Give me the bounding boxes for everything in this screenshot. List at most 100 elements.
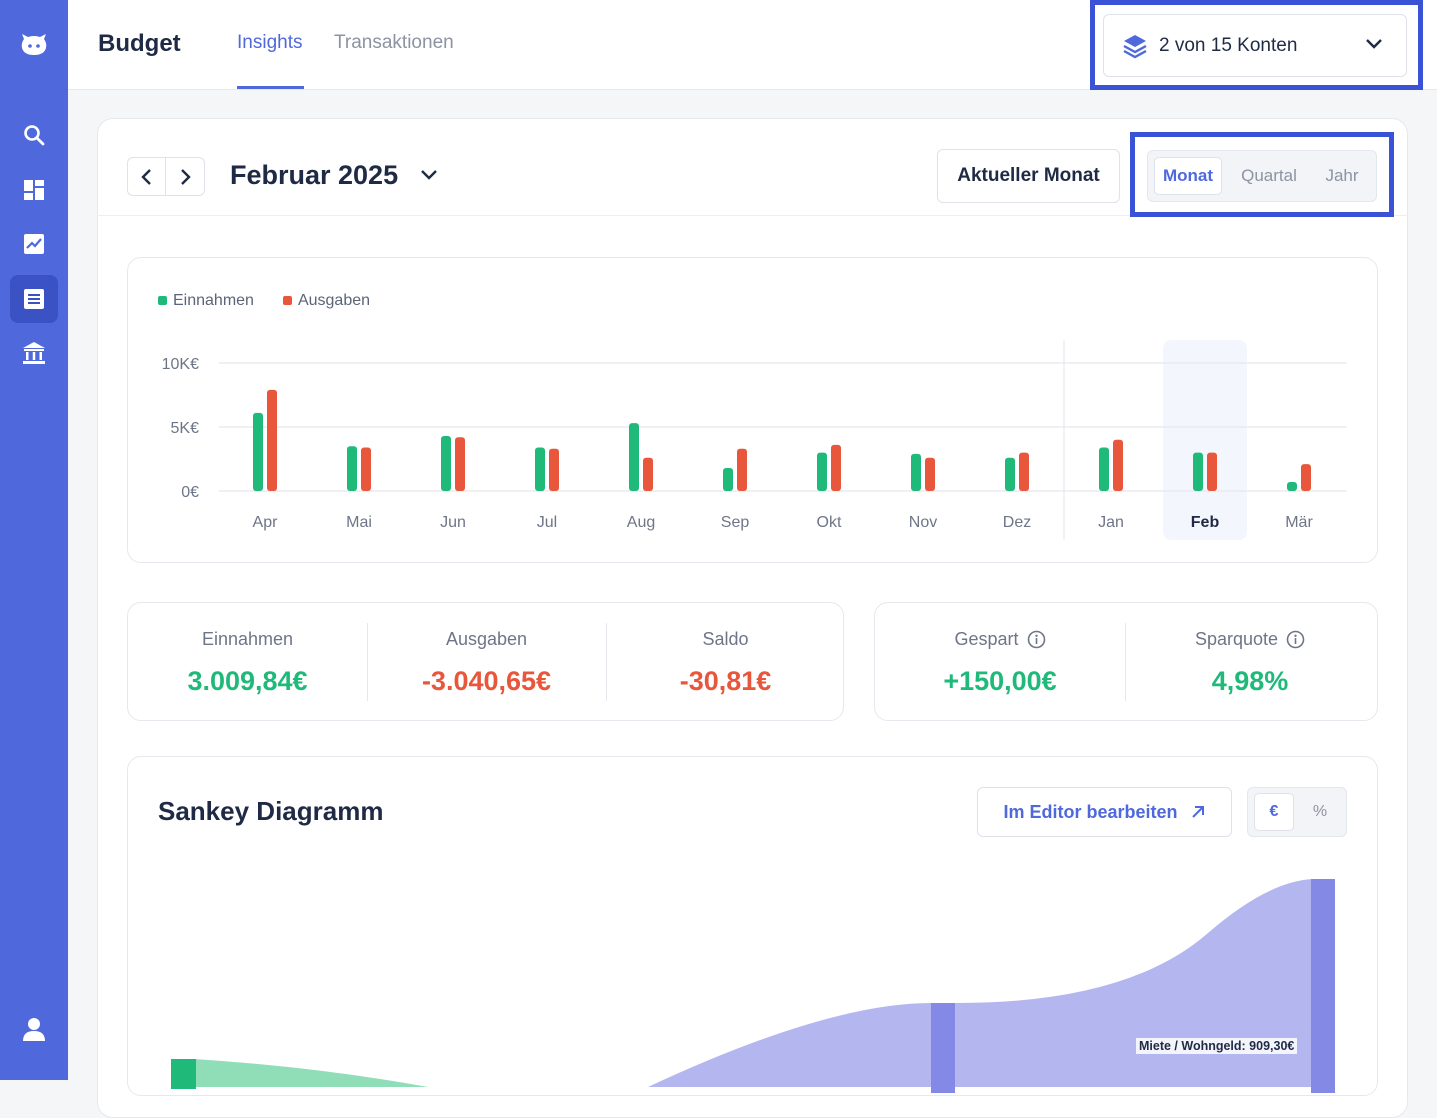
bar-chart: 10K€ 5K€ 0€ Apr Mai Jun Jul Aug Sep Okt Nov Dez Jan F…: [162, 340, 1347, 540]
stat-value: -30,81€: [679, 666, 772, 696]
x-tick-label: Feb: [1191, 514, 1220, 531]
divider: [1125, 623, 1126, 701]
sankey-node-miete: [1311, 879, 1335, 1093]
search-icon[interactable]: [10, 111, 58, 159]
granularity-toggle: Monat Quartal Jahr: [1147, 150, 1377, 202]
bar-einnahmen-jul: [535, 447, 545, 491]
stat-label: Einnahmen: [201, 629, 294, 649]
summary-card: Einnahmen 3.009,84€ Ausgaben -3.040,65€ …: [127, 602, 844, 721]
stat-value: -3.040,65€: [421, 666, 552, 696]
chevron-left-icon: [140, 168, 151, 185]
accounts-selector-label: 2 von 15 Konten: [1159, 35, 1298, 56]
divider: [606, 623, 607, 701]
stat-einnahmen: Einnahmen 3.009,84€: [128, 603, 367, 720]
sankey-card: [127, 756, 1378, 1096]
bar-einnahmen-sep: [723, 467, 733, 491]
chart-icon[interactable]: [10, 220, 58, 268]
bar-ausgaben-okt: [831, 444, 841, 491]
savings-card: Gespart +150,00€ Sparquote 4,98%: [874, 602, 1378, 721]
y-tick-label: 0€: [181, 484, 199, 501]
x-tick-label: Mär: [1285, 514, 1313, 531]
bar-einnahmen-okt: [817, 452, 827, 491]
dashboard-icon[interactable]: [10, 166, 58, 214]
x-tick-label: Jul: [537, 514, 557, 531]
x-tick-label: Aug: [627, 514, 655, 531]
bar-ausgaben-aug: [643, 457, 653, 491]
x-tick-label: Okt: [817, 514, 842, 531]
bar-ausgaben-dez: [1019, 452, 1029, 491]
stat-label: Gespart: [954, 629, 1019, 649]
bar-ausgaben-jun: [455, 437, 465, 491]
x-tick-label: Nov: [909, 514, 937, 531]
divider: [367, 623, 368, 701]
bar-ausgaben-mai: [361, 447, 371, 491]
bar-einnahmen-jan: [1099, 447, 1109, 491]
unit-euro[interactable]: €: [1254, 793, 1294, 831]
bar-ausgaben-jul: [549, 448, 559, 491]
current-month-button[interactable]: Aktueller Monat: [937, 149, 1120, 203]
bar-einnahmen-aug: [629, 423, 639, 491]
stat-value: 4,98%: [1211, 666, 1289, 696]
legend-item-ausgaben: Ausgaben: [282, 292, 371, 310]
bar-einnahmen-dez: [1005, 457, 1015, 491]
arrow-up-right-icon: [1191, 806, 1204, 818]
stat-ausgaben: Ausgaben -3.040,65€: [367, 603, 606, 720]
sidebar: [0, 0, 68, 1080]
edit-in-editor-label: Im Editor bearbeiten: [1003, 801, 1178, 822]
granularity-quartal[interactable]: Quartal: [1241, 166, 1297, 185]
edit-in-editor-button[interactable]: Im Editor bearbeiten: [977, 787, 1232, 837]
bar-ausgaben-feb: [1207, 452, 1217, 491]
budget-icon[interactable]: [10, 275, 58, 323]
legend-item-einnahmen: Einnahmen: [158, 292, 254, 310]
info-icon[interactable]: [1027, 630, 1046, 649]
granularity-monat[interactable]: Monat: [1154, 157, 1222, 195]
bar-ausgaben-apr: [267, 389, 277, 491]
previous-period-button[interactable]: [128, 158, 167, 195]
chevron-right-icon: [181, 168, 191, 185]
stat-gespart: Gespart +150,00€: [875, 603, 1125, 720]
bar-einnahmen-feb: [1193, 452, 1203, 491]
granularity-jahr[interactable]: Jahr: [1325, 166, 1359, 185]
selected-month-highlight: [1163, 340, 1247, 540]
stat-saldo: Saldo -30,81€: [606, 603, 845, 720]
chevron-down-icon: [1364, 37, 1384, 56]
x-tick-label: Sep: [721, 514, 750, 531]
bar-einnahmen-mär: [1287, 482, 1297, 491]
unit-percent[interactable]: %: [1312, 803, 1328, 820]
sankey-node-income: [171, 1059, 196, 1089]
x-tick-label: Dez: [1003, 514, 1031, 531]
accounts-selector[interactable]: 2 von 15 Konten: [1103, 14, 1407, 77]
page-title: Budget: [98, 30, 181, 57]
next-period-button[interactable]: [166, 158, 204, 195]
stat-label: Saldo: [702, 629, 749, 649]
x-tick-label: Mai: [346, 514, 372, 531]
stat-sparquote: Sparquote 4,98%: [1125, 603, 1375, 720]
info-icon[interactable]: [1286, 630, 1305, 649]
bank-icon[interactable]: [10, 329, 58, 377]
bar-ausgaben-nov: [925, 457, 935, 491]
period-title[interactable]: Februar 2025: [230, 160, 399, 190]
sankey-title: Sankey Diagramm: [158, 796, 384, 826]
sankey-flow-income: [194, 1059, 428, 1087]
bar-ausgaben-mär: [1301, 464, 1311, 491]
tab-insights[interactable]: Insights: [237, 32, 303, 53]
y-tick-label: 10K€: [162, 356, 199, 373]
x-tick-label: Jun: [440, 514, 466, 531]
bar-ausgaben-jan: [1113, 439, 1123, 491]
unit-toggle: € %: [1247, 787, 1347, 837]
sankey-flow-label: Miete / Wohngeld: 909,30€: [1136, 1038, 1298, 1054]
tab-transaktionen[interactable]: Transaktionen: [334, 32, 454, 53]
logo-icon[interactable]: [10, 21, 58, 69]
bar-einnahmen-nov: [911, 453, 921, 491]
active-tab-indicator: [237, 86, 304, 89]
user-icon[interactable]: [10, 1005, 58, 1053]
sankey-flow-expenses: [648, 879, 1313, 1087]
bar-einnahmen-mai: [347, 446, 357, 491]
sankey-node-category: [931, 1003, 955, 1093]
stat-label: Ausgaben: [445, 629, 528, 649]
legend-label: Ausgaben: [297, 292, 371, 309]
y-tick-label: 5K€: [171, 420, 200, 437]
bar-ausgaben-sep: [737, 448, 747, 491]
chevron-down-icon[interactable]: [418, 165, 440, 190]
x-tick-label: Jan: [1098, 514, 1124, 531]
